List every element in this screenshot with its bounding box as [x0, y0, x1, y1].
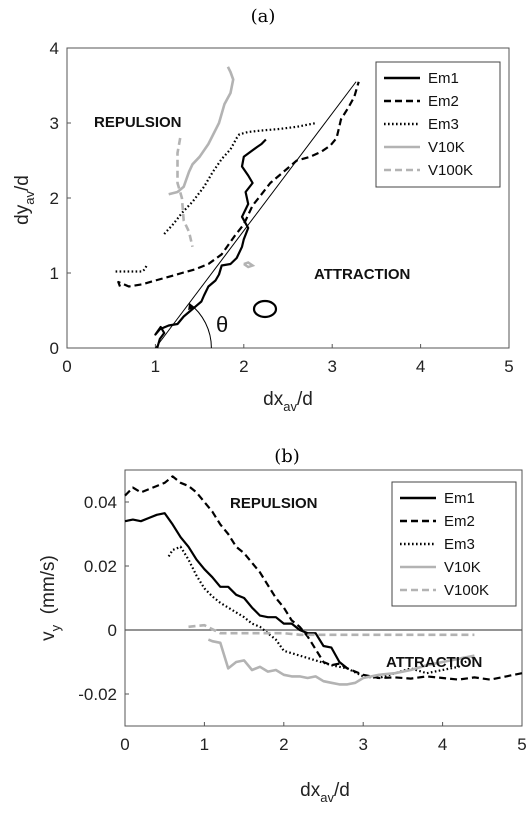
panel-a-y-tick-label: 0	[50, 339, 59, 358]
panel-b-series-em3	[167, 545, 476, 680]
panel-a-reference-line	[155, 81, 357, 349]
panel-a-series-em3-tail	[115, 265, 148, 273]
panel-a-legend-items: Em1 Em2 Em3 V10K V100K	[384, 70, 473, 179]
panel-a-y-tick-label: 2	[50, 189, 59, 208]
panel-a-series-v10k	[168, 66, 235, 196]
panel-a-xlabel-tail: /d	[297, 389, 313, 410]
panel-b-series-group	[124, 475, 523, 686]
panel-b-x-tick-label: 3	[358, 735, 367, 754]
legend-label-b-em1: Em1	[444, 490, 475, 507]
panel-b-ylabel-sub: y	[48, 624, 63, 631]
legend-label-b-em3: Em3	[444, 536, 475, 553]
legend-label-a-em1: Em1	[428, 70, 459, 87]
legend-label-b-em2: Em2	[444, 513, 475, 530]
panel-b-series-em1	[124, 512, 348, 670]
panel-b-repulsion-label: REPULSION	[230, 495, 318, 512]
panel-a-y-ticks: 0 1 2 3 4	[50, 39, 71, 358]
panel-b-y-ticks: -0.02 0 0.02 0.04	[78, 493, 129, 704]
panel-a-x-tick-label: 1	[151, 357, 160, 376]
panel-a-title: (a)	[251, 6, 276, 27]
panel-a-series-v10k-blob	[243, 261, 256, 269]
panel-a-ylabel-main: dy	[12, 204, 33, 225]
legend-label-a-v100k: V100K	[428, 162, 473, 179]
panel-b-ylabel-main: v	[38, 631, 59, 641]
panel-b-y-tick-label: 0	[108, 621, 117, 640]
panel-a-y-tick-label: 4	[50, 39, 59, 58]
legend-label-a-v10k: V10K	[428, 139, 465, 156]
legend-label-a-em3: Em3	[428, 116, 459, 133]
panel-a-ylabel-sub: av	[22, 191, 37, 205]
panel-b-y-tick-label: 0.02	[84, 557, 117, 576]
panel-a-series-v100k	[176, 137, 194, 248]
panel-a-y-axis-label: dyav/d	[12, 175, 37, 225]
panel-a-series-em1	[154, 138, 267, 349]
panel-b-xlabel-sub: av	[320, 790, 334, 805]
panel-b-x-tick-label: 0	[120, 735, 129, 754]
panel-a-series-group	[115, 66, 360, 349]
panel-a-series-em3	[163, 121, 317, 235]
panel-a-series-em2	[117, 81, 360, 288]
panel-a-x-tick-label: 4	[416, 357, 425, 376]
panel-a-y-tick-label: 1	[50, 264, 59, 283]
panel-b-y-axis-label: vy (mm/s)	[38, 555, 63, 641]
panel-b-series-v100k	[188, 623, 475, 637]
panel-b-x-axis-label: dxav/d	[300, 780, 350, 805]
panel-a-x-tick-label: 2	[239, 357, 248, 376]
panel-b-y-tick-label: 0.04	[84, 493, 117, 512]
panel-a-x-tick-label: 3	[327, 357, 336, 376]
panel-b-attraction-label: ATTRACTION	[386, 654, 482, 671]
svg-text:dyav/d: dyav/d	[12, 175, 37, 225]
panel-a-xlabel-sub: av	[283, 399, 297, 414]
panel-b-xlabel-main: dx	[300, 780, 321, 801]
panel-b-legend: Em1 Em2 Em3 V10K V100K	[391, 481, 517, 607]
panel-a-y-tick-label: 3	[50, 114, 59, 133]
panel-a-x-tick-label: 0	[62, 357, 71, 376]
panel-b: (b) 0 1 2 3 4 5 -0.02 0 0.02 0.04 REPULSION ATTR…	[38, 446, 527, 805]
panel-a-legend: Em1 Em2 Em3 V10K V100K	[375, 61, 501, 188]
panel-b-ylabel-tail: (mm/s)	[38, 555, 59, 625]
legend-label-b-v100k: V100K	[444, 582, 489, 599]
panel-b-x-tick-label: 1	[200, 735, 209, 754]
panel-a-attraction-label: ATTRACTION	[314, 266, 410, 283]
panel-a-theta-arrowhead	[188, 303, 196, 311]
legend-label-a-em2: Em2	[428, 93, 459, 110]
panel-b-legend-items: Em1 Em2 Em3 V10K V100K	[400, 490, 489, 599]
panel-b-xlabel-tail: /d	[334, 780, 350, 801]
panel-b-x-tick-label: 4	[438, 735, 447, 754]
panel-a-repulsion-label: REPULSION	[94, 114, 182, 131]
panel-a-x-tick-label: 5	[504, 357, 513, 376]
panel-b-y-tick-label: -0.02	[78, 685, 117, 704]
panel-b-x-tick-label: 2	[279, 735, 288, 754]
panel-a-xlabel-main: dx	[263, 389, 284, 410]
panel-b-x-tick-label: 5	[517, 735, 526, 754]
panel-b-plot-frame	[124, 469, 523, 727]
panel-b-title: (b)	[274, 446, 300, 467]
svg-text:vy (mm/s): vy (mm/s)	[38, 555, 63, 641]
panel-a-x-axis-label: dxav/d	[263, 389, 313, 414]
panel-a-ylabel-tail: /d	[12, 175, 33, 191]
panel-b-x-ticks: 0 1 2 3 4 5	[120, 722, 527, 754]
panel-b-series-v10k	[207, 638, 475, 686]
panel-a-x-ticks: 0 1 2 3 4 5	[62, 344, 514, 376]
legend-label-b-v10k: V10K	[444, 559, 481, 576]
panel-a-theta-label: θ	[216, 312, 228, 337]
panel-a-em1-loop	[252, 299, 278, 319]
